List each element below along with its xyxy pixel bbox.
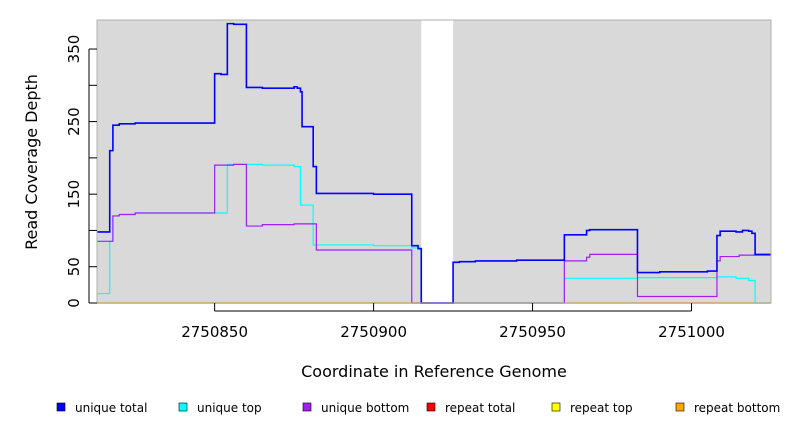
y-axis-title: Read Coverage Depth [22, 74, 41, 250]
legend-label: unique bottom [321, 401, 409, 415]
series-line-unique-total [97, 22, 771, 304]
x-tick-label: 2750900 [340, 323, 407, 341]
gap-regions [421, 20, 454, 303]
y-tick-label: 150 [65, 180, 83, 209]
legend-label: repeat top [570, 401, 633, 415]
legend-swatch [426, 402, 436, 412]
series-line-unique-bottom [97, 163, 771, 304]
legend-swatch [675, 402, 685, 412]
y-tick-label: 0 [65, 298, 83, 308]
legend-swatch [178, 402, 188, 412]
legend-label: unique top [197, 401, 262, 415]
legend-label: unique total [75, 401, 147, 415]
legend-swatch [302, 402, 312, 412]
y-tick-label: 50 [65, 257, 83, 276]
legend-label: repeat bottom [694, 401, 780, 415]
legend-swatch [551, 402, 561, 412]
plot-frame [96, 19, 772, 304]
x-axis: 2750850 2750900 2750950 2751000 [181, 303, 725, 341]
legend: unique total unique top unique bottom repea… [56, 401, 780, 415]
x-tick-label: 2750850 [181, 323, 248, 341]
x-tick-label: 2751000 [658, 323, 725, 341]
y-axis: 0 50 150 250 350 [65, 35, 97, 308]
y-tick-label: 350 [65, 35, 83, 64]
x-tick-label: 2750950 [499, 323, 566, 341]
x-axis-title: Coordinate in Reference Genome [301, 362, 567, 381]
legend-swatch [56, 402, 66, 412]
gap-region [421, 20, 454, 303]
y-tick-label: 250 [65, 107, 83, 136]
legend-label: repeat total [445, 401, 515, 415]
